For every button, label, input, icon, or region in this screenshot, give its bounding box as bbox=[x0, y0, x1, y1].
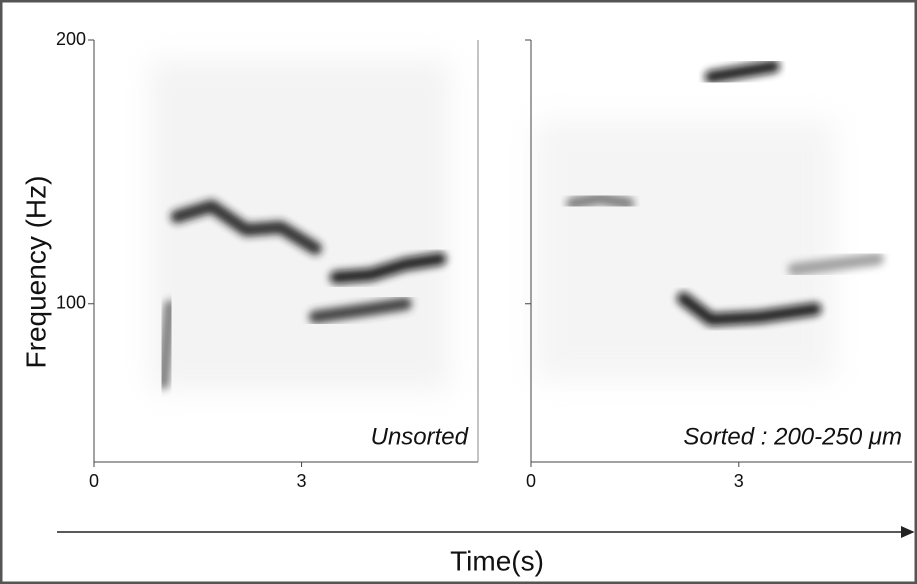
annotation: Sorted : 200-250 μm bbox=[683, 423, 902, 450]
y-axis-title: Frequency (Hz) bbox=[20, 176, 51, 369]
x-tick-label: 0 bbox=[526, 471, 536, 491]
y-tick-label: 200 bbox=[56, 29, 86, 49]
x-tick-label: 3 bbox=[734, 471, 744, 491]
x-axis-title: Time(s) bbox=[450, 545, 544, 576]
ridge bbox=[676, 291, 822, 327]
ridge bbox=[170, 199, 322, 255]
ridge bbox=[308, 297, 412, 324]
ridge bbox=[704, 59, 780, 84]
x-tick-label: 3 bbox=[297, 471, 307, 491]
annotation: Unsorted bbox=[371, 423, 469, 450]
noise-haze bbox=[535, 120, 835, 380]
y-tick-label: 100 bbox=[56, 293, 86, 313]
ridge bbox=[566, 191, 635, 211]
ridge bbox=[787, 252, 884, 276]
ridge bbox=[329, 252, 447, 284]
ridge bbox=[156, 299, 177, 390]
noise-haze bbox=[150, 60, 450, 390]
x-tick-label: 0 bbox=[89, 471, 99, 491]
